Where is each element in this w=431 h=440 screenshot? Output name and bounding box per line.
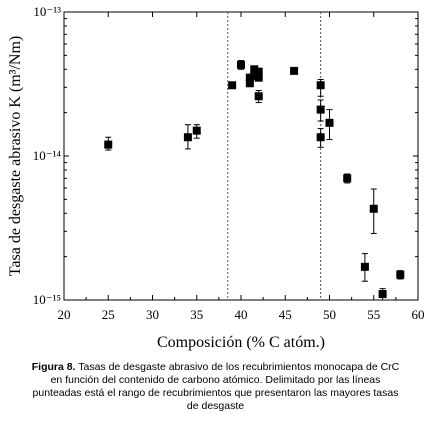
data-point [316, 133, 325, 142]
data-point [228, 81, 237, 90]
data-point [183, 133, 192, 142]
x-tick-label: 20 [58, 307, 71, 322]
x-axis-ticks: 20 25 30 35 40 45 50 55 60 [58, 12, 425, 322]
figure-caption: Figura 8. Tasas de desgaste abrasivo de … [30, 361, 401, 413]
data-point [104, 140, 113, 149]
y-tick-label: 10⁻¹⁴ [33, 148, 62, 163]
chart: 20 25 30 35 40 45 50 55 60 10⁻¹³ 10⁻¹⁴ 10⁻¹⁵ Compo… [7, 4, 425, 351]
data-point [250, 71, 259, 80]
data-point [378, 290, 387, 299]
y-tick-label: 10⁻¹⁵ [33, 292, 61, 307]
data-point [192, 126, 201, 135]
x-tick-label: 55 [367, 307, 380, 322]
x-tick-label: 25 [102, 307, 115, 322]
x-tick-label: 60 [412, 307, 425, 322]
data-point [254, 73, 263, 82]
figure-caption-text: Tasas de desgaste abrasivo de los recubr… [32, 361, 400, 412]
x-tick-label: 40 [235, 307, 248, 322]
x-tick-label: 50 [323, 307, 336, 322]
data-point [250, 65, 259, 74]
x-axis-title: Composición (% C atóm.) [157, 334, 325, 351]
data-point [316, 81, 325, 90]
data-point [396, 270, 405, 279]
data-point [316, 105, 325, 114]
y-tick-label: 10⁻¹³ [33, 4, 61, 19]
y-axis-title: Tasa de desgaste abrasivo K (m³/Nm) [7, 36, 24, 277]
data-point [343, 174, 352, 183]
data-point [254, 67, 263, 76]
data-point [369, 204, 378, 213]
x-tick-label: 30 [146, 307, 159, 322]
data-point [245, 79, 254, 88]
figure-label: Figura 8. [31, 361, 76, 373]
y-axis-ticks: 10⁻¹³ 10⁻¹⁴ 10⁻¹⁵ [33, 4, 418, 307]
data-point [360, 262, 369, 271]
x-tick-label: 45 [279, 307, 292, 322]
data-point [254, 92, 263, 101]
data-point [325, 118, 334, 127]
data-point [290, 66, 299, 75]
x-tick-label: 35 [190, 307, 203, 322]
data-point [237, 60, 245, 69]
data-points [104, 60, 405, 301]
dotted-reference-lines [227, 12, 322, 300]
data-point [245, 73, 254, 82]
